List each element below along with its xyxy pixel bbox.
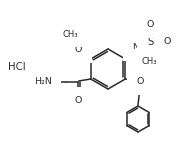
Text: O: O xyxy=(75,45,82,53)
Text: O: O xyxy=(147,20,154,29)
Text: O: O xyxy=(163,37,171,46)
Text: CH₃: CH₃ xyxy=(63,30,78,39)
Text: CH₃: CH₃ xyxy=(142,57,157,66)
Text: O: O xyxy=(137,77,144,85)
Text: NH: NH xyxy=(132,42,146,51)
Text: S: S xyxy=(147,37,153,47)
Text: HCl: HCl xyxy=(8,62,26,72)
Text: H₂N: H₂N xyxy=(34,78,52,86)
Text: O: O xyxy=(75,96,82,105)
